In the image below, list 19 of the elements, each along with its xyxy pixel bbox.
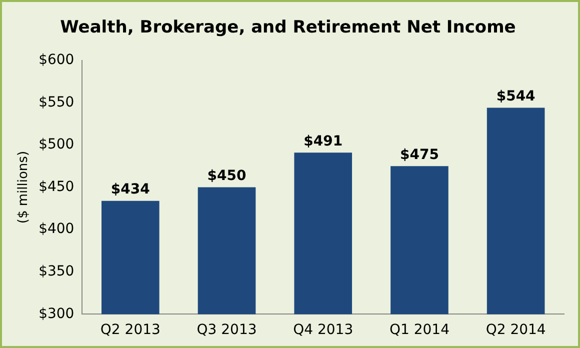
x-tick-label: Q2 2013: [100, 322, 160, 338]
y-tick-label: $400: [38, 221, 74, 238]
y-axis-title: ($ millions): [16, 150, 32, 224]
data-label: $475: [400, 146, 439, 163]
y-tick-label: $600: [38, 52, 74, 68]
data-label: $450: [207, 168, 246, 184]
y-tick-label: $500: [38, 136, 74, 153]
y-tick-label: $300: [38, 306, 74, 322]
x-tick-label: Q3 2013: [196, 322, 257, 338]
y-tick-label: $450: [38, 178, 74, 195]
x-tick-label: Q2 2014: [486, 322, 546, 338]
data-label: $434: [110, 181, 150, 198]
data-label: $544: [496, 88, 536, 104]
chart-title: Wealth, Brokerage, and Retirement Net Income: [60, 18, 516, 38]
x-tick-label: Q1 2014: [389, 322, 450, 338]
y-tick-label: $350: [38, 264, 74, 280]
data-label: $491: [304, 133, 343, 150]
x-tick-label: Q4 2013: [293, 322, 354, 338]
y-tick-label: $550: [38, 94, 74, 110]
